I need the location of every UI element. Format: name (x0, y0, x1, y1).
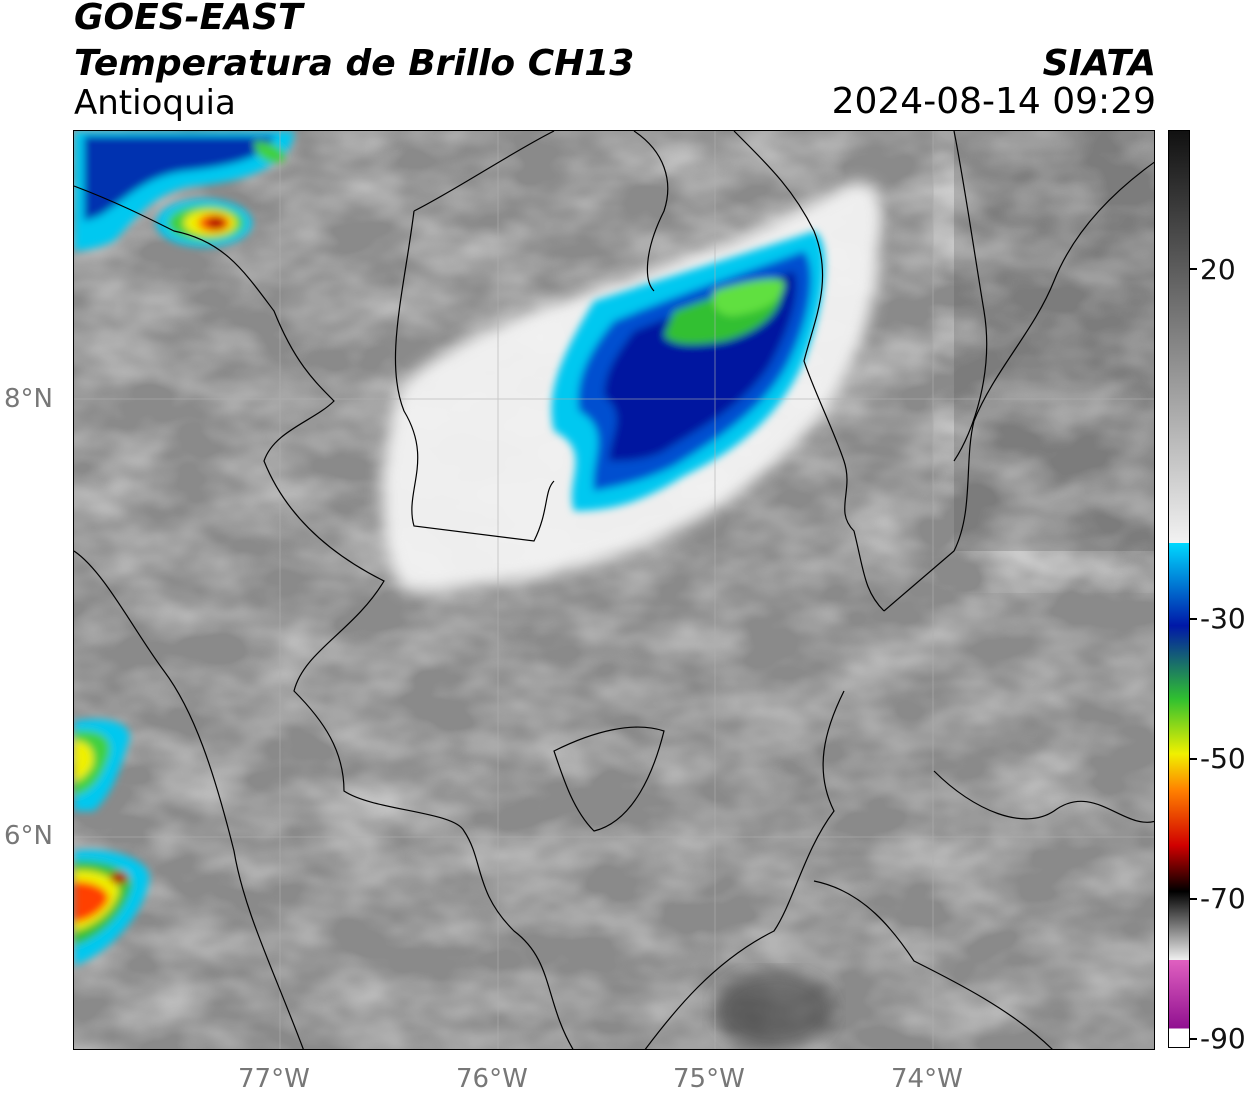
administrative-borders (74, 131, 1154, 1049)
lon-tick-75w: 75°W (673, 1064, 745, 1094)
graticule (74, 131, 1154, 1049)
region-label: Antioquia (74, 83, 236, 123)
lat-tick-6n: 6°N (4, 821, 53, 851)
institution-label: SIATA (1042, 43, 1156, 84)
datetime-label: 2024-08-14 09:29 (831, 81, 1156, 122)
coastal-storm-north (74, 131, 294, 251)
colorbar-tick-minus30: -30 (1200, 602, 1246, 635)
colorbar-tick-20: 20 (1200, 253, 1236, 286)
product-title: Temperatura de Brillo CH13 (74, 43, 635, 84)
lon-tick-77w: 77°W (238, 1064, 310, 1094)
lat-tick-8n: 8°N (4, 384, 53, 414)
lon-tick-76w: 76°W (456, 1064, 528, 1094)
lon-tick-74w: 74°W (891, 1064, 963, 1094)
temperature-colorbar (1168, 130, 1190, 1048)
colorbar-tick-minus70: -70 (1200, 882, 1246, 915)
colorbar-tick-minus50: -50 (1200, 742, 1246, 775)
satellite-title: GOES-EAST (74, 0, 303, 38)
colorbar-tick-minus90: -90 (1200, 1022, 1246, 1055)
brightness-temperature-map (73, 130, 1155, 1050)
convective-core (551, 231, 825, 511)
coastal-storm-southwest (74, 719, 150, 966)
